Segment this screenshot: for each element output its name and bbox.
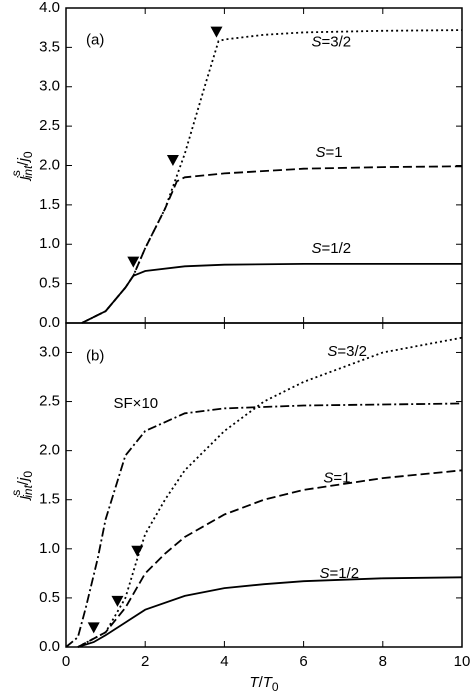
y-tick-label: 2.5 [39, 393, 60, 410]
series-line [81, 165, 463, 324]
y-axis-label-part: s [9, 490, 23, 496]
y-tick-label: 0.0 [39, 638, 60, 655]
y-axis-label-part: j [15, 176, 32, 182]
y-axis-label-part: j [15, 157, 32, 163]
y-axis-label-part: j [15, 495, 32, 501]
y-tick-label: 3.0 [39, 78, 60, 95]
y-axis-label-part: int [21, 165, 35, 178]
x-axis-label-part: T [249, 674, 260, 691]
series-line [81, 263, 462, 324]
y-axis-label-part: 0 [21, 151, 35, 158]
y-tick-label: 0.0 [39, 314, 60, 331]
y-axis-label-part: / [15, 161, 32, 166]
y-tick-label: 0.5 [39, 589, 60, 606]
triangle-marker [210, 26, 223, 38]
y-axis-label-part: j [15, 477, 32, 483]
series-line [77, 576, 463, 648]
series-label: S=1 [323, 469, 350, 486]
y-tick-label: 1.0 [39, 235, 60, 252]
x-axis-label-part: / [259, 674, 264, 691]
y-tick-label: 1.0 [39, 540, 60, 557]
x-axis-label-part: T [263, 674, 274, 691]
y-tick-label: 2.0 [39, 442, 60, 459]
plot-frame [65, 7, 463, 324]
series-line [81, 29, 463, 324]
series-label: S=1/2 [312, 240, 352, 257]
y-tick-label: 3.5 [39, 38, 60, 55]
y-tick-label: 4.0 [39, 0, 60, 16]
series-label: S=3/2 [312, 34, 352, 51]
series-line [77, 336, 463, 648]
series-label: S=1 [315, 144, 342, 161]
x-tick-label: 2 [141, 653, 149, 670]
series-label: S=1/2 [319, 565, 359, 582]
x-axis-label-part: 0 [272, 680, 279, 694]
panel-label: (b) [86, 348, 104, 365]
plot-frame [65, 322, 463, 648]
series-line [65, 402, 463, 648]
x-tick-label: 0 [62, 653, 70, 670]
x-tick-label: 10 [454, 653, 471, 670]
x-tick-label: 6 [299, 653, 307, 670]
y-tick-label: 0.5 [39, 275, 60, 292]
x-axis-label: T/T0 [249, 674, 279, 694]
triangle-marker [131, 545, 144, 557]
y-axis-label-part: s [9, 170, 23, 176]
triangle-marker [127, 256, 140, 268]
y-axis-label: jsint/j0 [9, 471, 35, 502]
y-tick-label: 2.5 [39, 117, 60, 134]
panel-label: (a) [86, 32, 104, 49]
series-label: S=3/2 [327, 343, 367, 360]
triangle-marker [87, 622, 100, 634]
y-tick-label: 1.5 [39, 491, 60, 508]
x-tick-label: 4 [220, 653, 228, 670]
triangle-marker [111, 595, 124, 607]
y-tick-label: 1.5 [39, 196, 60, 213]
y-axis-label-part: / [15, 480, 32, 485]
series-label: SF×10 [114, 395, 159, 412]
y-tick-label: 3.0 [39, 343, 60, 360]
triangle-marker [166, 154, 179, 166]
x-tick-label: 8 [379, 653, 387, 670]
series-line [77, 469, 463, 648]
y-tick-label: 2.0 [39, 156, 60, 173]
y-axis-label-part: int [21, 484, 35, 497]
y-axis-label: jsint/j0 [9, 151, 35, 182]
y-axis-label-part: 0 [21, 471, 35, 478]
